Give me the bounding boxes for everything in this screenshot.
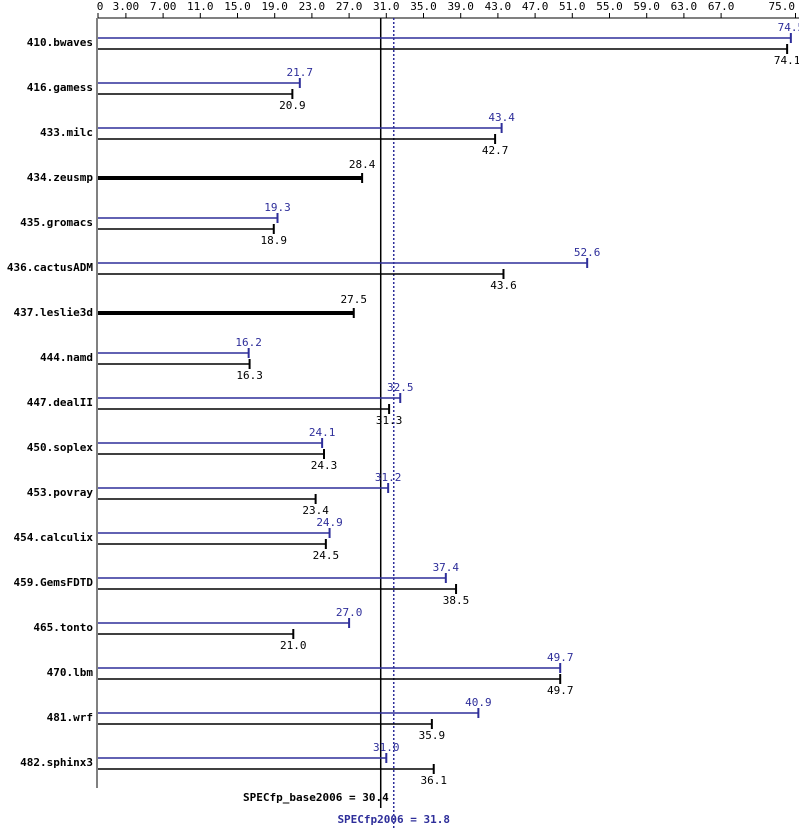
x-tick-label: 3.00: [113, 0, 140, 13]
value-label: 43.4: [488, 111, 515, 124]
value-label: 24.5: [313, 549, 340, 562]
value-label: 40.9: [465, 696, 492, 709]
x-tick-label: 23.0: [299, 0, 326, 13]
value-label: 21.0: [280, 639, 307, 652]
value-label: 16.3: [236, 369, 263, 382]
category-label: 435.gromacs: [20, 216, 93, 229]
value-label: 43.6: [490, 279, 517, 292]
category-label: 447.dealII: [27, 396, 93, 409]
category-label: 453.povray: [27, 486, 94, 499]
x-tick-label: 39.0: [447, 0, 474, 13]
value-label: 21.7: [287, 66, 314, 79]
x-tick-label: 19.0: [261, 0, 288, 13]
category-label: 434.zeusmp: [27, 171, 94, 184]
x-tick-label: 51.0: [559, 0, 586, 13]
category-label: 482.sphinx3: [20, 756, 93, 769]
value-label: 31.2: [375, 471, 402, 484]
x-tick-label: 31.0: [373, 0, 400, 13]
value-label: 36.1: [420, 774, 447, 787]
value-label: 42.7: [482, 144, 509, 157]
reference-label: SPECfp2006 = 31.8: [337, 813, 450, 826]
value-label: 27.0: [336, 606, 363, 619]
value-label: 19.3: [264, 201, 291, 214]
category-label: 437.leslie3d: [14, 306, 93, 319]
x-tick-label: 0: [97, 0, 104, 13]
x-tick-label: 7.00: [150, 0, 177, 13]
value-label: 74.5: [778, 21, 799, 34]
category-label: 465.tonto: [33, 621, 93, 634]
category-label: 470.lbm: [47, 666, 94, 679]
x-tick-label: 15.0: [224, 0, 251, 13]
x-tick-label: 27.0: [336, 0, 363, 13]
value-label: 52.6: [574, 246, 601, 259]
category-label: 481.wrf: [47, 711, 93, 724]
x-tick-label: 59.0: [633, 0, 660, 13]
category-label: 459.GemsFDTD: [14, 576, 94, 589]
x-tick-label: 75.0: [769, 0, 796, 13]
x-tick-label: 35.0: [410, 0, 437, 13]
value-label: 27.5: [341, 293, 368, 306]
value-label: 20.9: [279, 99, 306, 112]
value-label: 18.9: [261, 234, 288, 247]
value-label: 24.9: [316, 516, 343, 529]
category-label: 444.namd: [40, 351, 93, 364]
value-label: 31.3: [376, 414, 403, 427]
category-label: 410.bwaves: [27, 36, 93, 49]
value-label: 49.7: [547, 684, 574, 697]
value-label: 38.5: [443, 594, 470, 607]
value-label: 23.4: [302, 504, 329, 517]
x-tick-label: 67.0: [708, 0, 735, 13]
reference-label: SPECfp_base2006 = 30.4: [243, 791, 389, 804]
x-tick-label: 47.0: [522, 0, 549, 13]
value-label: 28.4: [349, 158, 376, 171]
value-label: 24.1: [309, 426, 336, 439]
value-label: 31.0: [373, 741, 400, 754]
x-tick-label: 11.0: [187, 0, 214, 13]
category-label: 433.milc: [40, 126, 93, 139]
x-tick-label: 63.0: [671, 0, 698, 13]
x-tick-label: 55.0: [596, 0, 623, 13]
value-label: 35.9: [419, 729, 446, 742]
value-label: 74.1: [774, 54, 799, 67]
value-label: 37.4: [433, 561, 460, 574]
value-label: 24.3: [311, 459, 338, 472]
value-label: 32.5: [387, 381, 414, 394]
category-label: 450.soplex: [27, 441, 94, 454]
x-tick-label: 43.0: [485, 0, 512, 13]
category-label: 454.calculix: [14, 531, 94, 544]
value-label: 49.7: [547, 651, 574, 664]
category-label: 436.cactusADM: [7, 261, 93, 274]
category-label: 416.gamess: [27, 81, 93, 94]
value-label: 16.2: [235, 336, 262, 349]
